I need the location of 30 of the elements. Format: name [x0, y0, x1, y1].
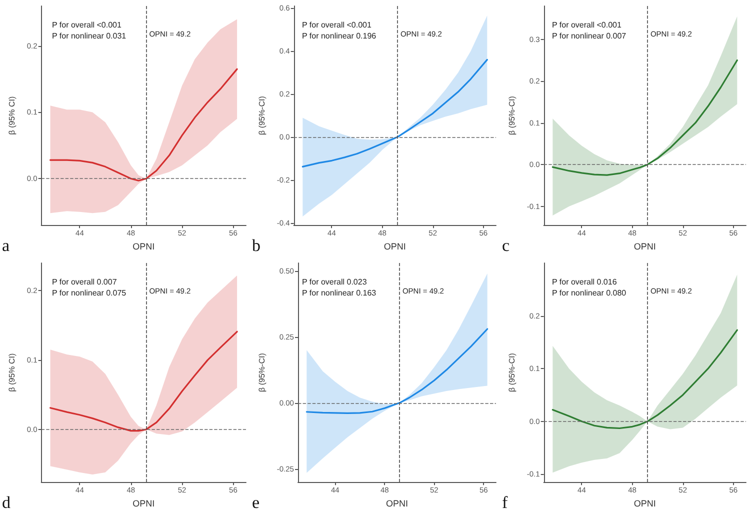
annotation: P for nonlinear 0.031: [52, 32, 127, 40]
annotation: P for nonlinear 0.075: [52, 288, 127, 297]
y-axis-title: β (95%-CI): [508, 352, 516, 392]
y-axis-title: β (95%-CI): [508, 96, 516, 135]
y-axis-title: β (95%-CI): [258, 96, 266, 135]
annotation: P for overall 0.007: [52, 277, 118, 286]
annotation: P for nonlinear 0.080: [552, 288, 627, 297]
annotation: P for overall 0.016: [552, 277, 618, 286]
annotation: P for overall <0.001: [52, 20, 122, 30]
x-axis-title: OPNI: [634, 242, 656, 252]
y-axis-title: β (95% CI): [8, 352, 16, 392]
text: a: [2, 236, 10, 255]
text: f: [502, 492, 508, 512]
annotation: P for overall 0.023: [302, 277, 368, 286]
annotation: P for nonlinear 0.163: [302, 288, 377, 297]
y-axis-title: β (95%-CI): [258, 352, 266, 392]
annotation: P for overall <0.001: [552, 20, 622, 30]
x-axis-title: OPNI: [384, 242, 406, 252]
text: b: [252, 236, 260, 255]
x-axis-title: OPNI: [132, 498, 155, 508]
text: c: [502, 236, 510, 255]
annotation: P for overall <0.001: [302, 20, 372, 30]
annotation: P for nonlinear 0.007: [552, 32, 627, 40]
text: e: [252, 492, 260, 512]
x-axis-title: OPNI: [386, 498, 408, 508]
x-axis-title: OPNI: [634, 498, 656, 508]
y-axis-title: β (95% CI): [8, 96, 16, 135]
annotation: P for nonlinear 0.196: [302, 32, 377, 40]
text: d: [2, 492, 11, 512]
x-axis-title: OPNI: [132, 242, 155, 252]
